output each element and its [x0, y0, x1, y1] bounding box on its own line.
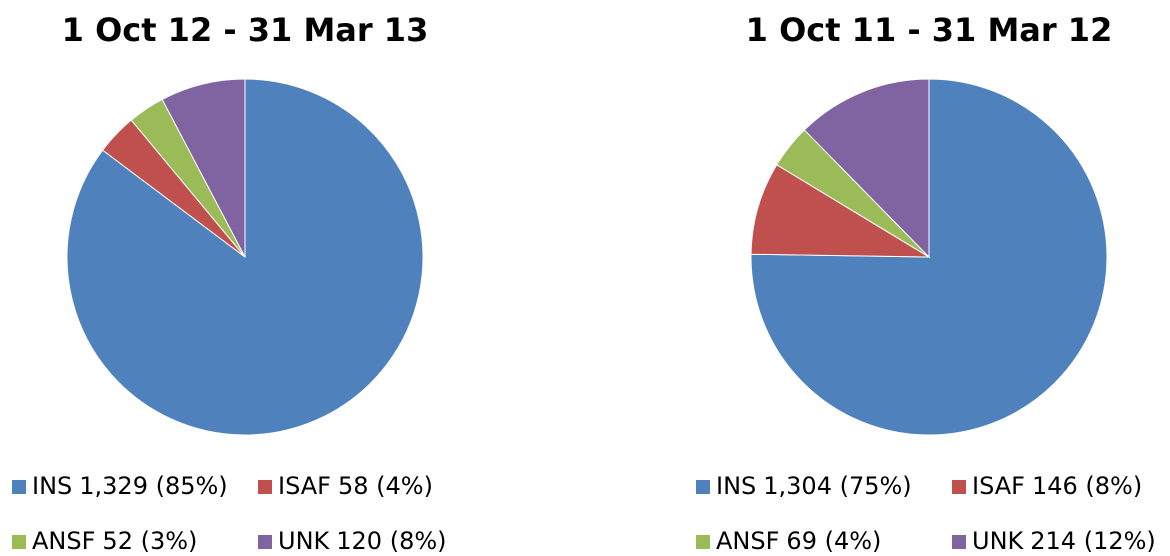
legend-label: ANSF 52 (3%) [32, 527, 197, 555]
chart-title: 1 Oct 12 - 31 Mar 13 [62, 11, 429, 49]
legend-label: INS 1,329 (85%) [32, 472, 228, 500]
legend-category: INS [716, 472, 756, 500]
legend-label: UNK 214 (12%) [972, 527, 1156, 555]
legend-value: 146 (8%) [1032, 472, 1142, 500]
pie-slice [750, 78, 1108, 436]
chart-title: 1 Oct 11 - 31 Mar 12 [746, 11, 1113, 49]
legend-label: UNK 120 (8%) [278, 527, 447, 555]
legend-category: INS [32, 472, 72, 500]
legend-swatch [258, 480, 272, 494]
legend-label: ISAF 146 (8%) [972, 472, 1142, 500]
legend-category: ANSF [32, 527, 95, 555]
legend-category: ISAF [278, 472, 331, 500]
legend-category: UNK [972, 527, 1025, 555]
pie-slice [161, 78, 246, 258]
legend-value: 1,304 (75%) [763, 472, 911, 500]
legend-category: ANSF [716, 527, 779, 555]
legend-value: 214 (12%) [1030, 527, 1156, 555]
legend-value: 52 (3%) [102, 527, 197, 555]
legend-category: ISAF [972, 472, 1025, 500]
legend-swatch [12, 480, 26, 494]
legend-swatch [696, 535, 710, 549]
legend-swatch [12, 535, 26, 549]
legend-label: ANSF 69 (4%) [716, 527, 881, 555]
pie-slice [750, 164, 931, 258]
legend-value: 69 (4%) [786, 527, 881, 555]
pie-slice [803, 78, 930, 259]
legend-category: UNK [278, 527, 331, 555]
legend-value: 58 (4%) [338, 472, 433, 500]
legend-value: 120 (8%) [336, 527, 446, 555]
legend-label: ISAF 58 (4%) [278, 472, 433, 500]
legend-swatch [952, 480, 966, 494]
legend-swatch [258, 535, 272, 549]
legend-value: 1,329 (85%) [79, 472, 227, 500]
legend-swatch [696, 480, 710, 494]
legend-swatch [952, 535, 966, 549]
legend-label: INS 1,304 (75%) [716, 472, 912, 500]
